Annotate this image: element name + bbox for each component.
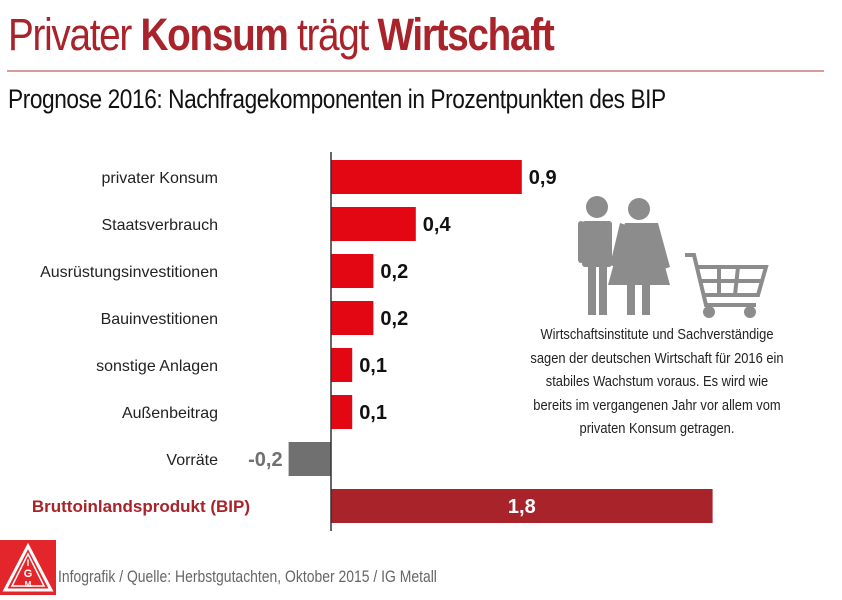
value-label: 0,1: [359, 355, 387, 377]
category-label: Außenbeitrag: [122, 405, 218, 422]
title-part: Privater: [8, 9, 141, 60]
page-title: Privater Konsum trägt Wirtschaft: [8, 6, 555, 64]
bar: [331, 254, 374, 288]
bar: [331, 348, 353, 382]
chart-subtitle: Prognose 2016: Nachfragekomponenten in P…: [8, 84, 666, 114]
woman-icon: [608, 198, 670, 315]
bar: [331, 395, 353, 429]
bar: [288, 442, 331, 476]
category-label: Staatsverbrauch: [101, 217, 218, 234]
ig-metall-logo: I G M: [0, 540, 56, 595]
value-label: 0,9: [529, 167, 557, 189]
bar: [331, 301, 374, 335]
shopping-cart-icon: [685, 253, 769, 318]
bar: [331, 489, 713, 523]
logo-letter: I: [27, 558, 30, 568]
category-label: sonstige Anlagen: [96, 358, 218, 375]
callout-text: Wirtschaftsinstitute und Sachverständige…: [530, 326, 784, 437]
bar: [331, 160, 522, 194]
value-label: -0,2: [248, 449, 282, 471]
value-label: 0,1: [359, 402, 387, 424]
title-part-bold: Konsum: [140, 9, 288, 60]
value-label: 0,2: [380, 261, 408, 283]
bar: [331, 207, 416, 241]
category-label: Vorräte: [166, 452, 218, 469]
title-part: trägt: [287, 9, 378, 60]
logo-letter: G: [24, 568, 33, 580]
category-label: Bauinvestitionen: [101, 311, 218, 328]
consumer-illustration: [578, 195, 778, 325]
source-footer: Infografik / Quelle: Herbstgutachten, Ok…: [58, 567, 437, 586]
category-label: privater Konsum: [102, 170, 219, 187]
value-label: 0,2: [380, 308, 408, 330]
value-label: 1,8: [508, 496, 536, 518]
value-label: 0,4: [423, 214, 452, 236]
title-divider: [7, 70, 824, 72]
category-label: Ausrüstungsinvestitionen: [40, 264, 218, 281]
logo-letter: M: [25, 580, 32, 589]
man-icon: [578, 196, 612, 315]
category-label: Bruttoinlandsprodukt (BIP): [32, 497, 250, 516]
title-part-bold: Wirtschaft: [377, 9, 554, 60]
